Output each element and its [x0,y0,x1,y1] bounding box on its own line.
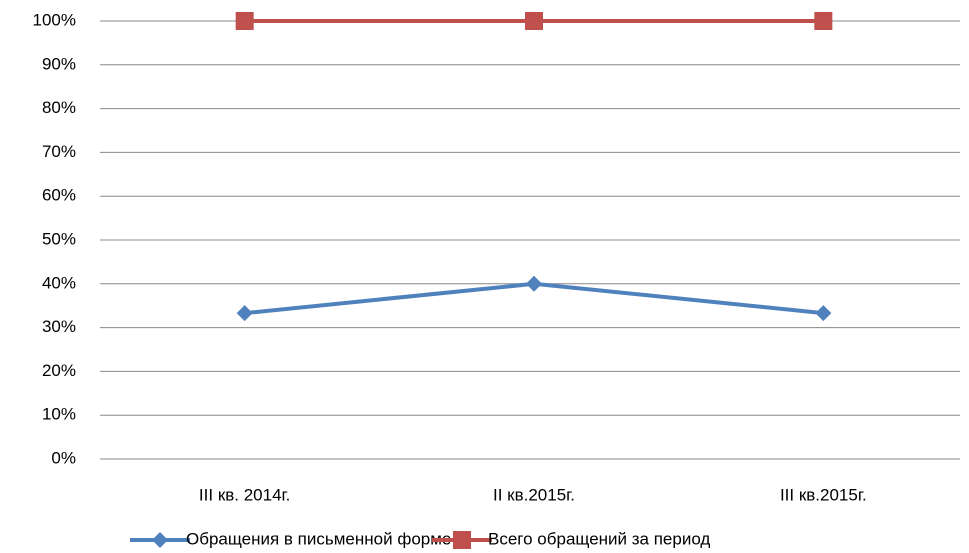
x-tick-label: III кв. 2014г. [199,485,290,504]
y-tick-label: 60% [42,186,76,205]
y-tick-label: 10% [42,405,76,424]
x-tick-label: II кв.2015г. [493,485,575,504]
point [525,12,543,30]
point [814,12,833,30]
y-tick-label: 100% [33,10,76,29]
point [235,12,254,30]
point [815,305,832,322]
legend-label: Обращения в письменной форме [186,529,451,548]
y-tick-label: 90% [42,54,76,73]
x-tick-label: III кв.2015г. [780,485,867,504]
y-tick-label: 20% [42,361,76,380]
y-tick-label: 40% [42,273,76,292]
legend-label: Всего обращений за период [488,529,710,548]
y-tick-label: 50% [42,229,76,248]
point [236,305,253,322]
y-tick-label: 30% [42,317,76,336]
legend-marker [152,532,168,548]
y-tick-label: 0% [51,448,76,467]
legend-marker [453,531,471,549]
y-tick-label: 80% [42,98,76,117]
y-tick-label: 70% [42,142,76,161]
point [526,275,542,292]
